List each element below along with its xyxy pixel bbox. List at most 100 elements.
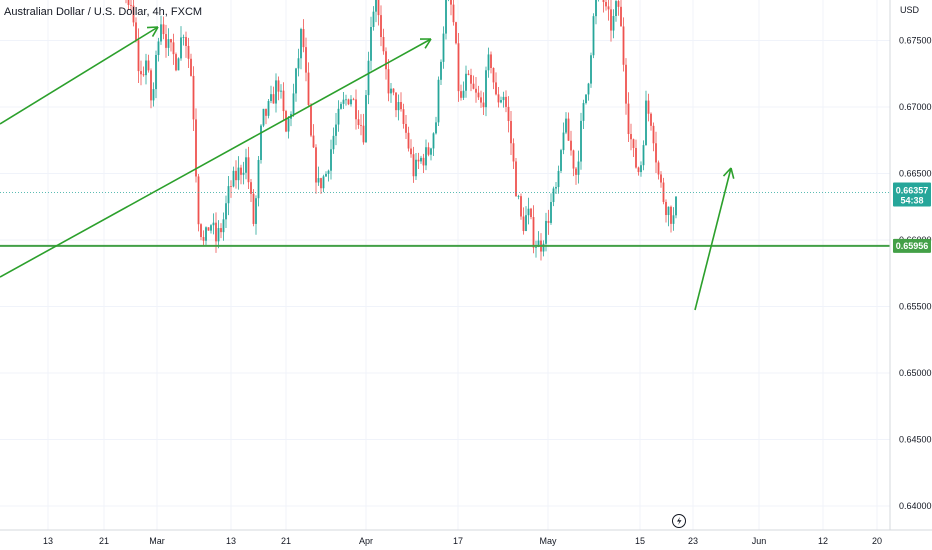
candle-body xyxy=(285,111,287,131)
candle-body xyxy=(660,174,662,182)
candle-body xyxy=(630,134,632,139)
candle-body xyxy=(463,91,465,98)
time-tick-label: 17 xyxy=(453,536,463,546)
candle-body xyxy=(525,215,527,231)
candle-body xyxy=(558,171,560,187)
candle-body xyxy=(505,97,507,107)
candle-body xyxy=(395,93,397,111)
candle-body xyxy=(373,12,375,27)
candle-body xyxy=(390,89,392,94)
candle-body xyxy=(605,2,607,6)
candle-body xyxy=(165,34,167,48)
candle-body xyxy=(628,104,630,134)
candle-body xyxy=(243,173,245,175)
candle-body xyxy=(440,62,442,80)
candle-body xyxy=(610,9,612,30)
candle-body xyxy=(308,73,310,105)
candle-body xyxy=(218,228,220,241)
candle-body xyxy=(225,203,227,219)
price-tick-label: 0.67000 xyxy=(899,102,932,112)
candle-body xyxy=(350,99,352,104)
candle-body xyxy=(455,22,457,43)
candle-body xyxy=(235,171,237,180)
candle-body xyxy=(428,147,430,154)
candle-body xyxy=(618,1,620,7)
candle-body xyxy=(615,1,617,16)
candle-body xyxy=(640,165,642,172)
candle-body xyxy=(405,124,407,133)
candle-body xyxy=(318,178,320,182)
time-tick-label: Jun xyxy=(752,536,767,546)
candle-body xyxy=(568,119,570,141)
candle-body xyxy=(433,133,435,148)
price-tick-label: 0.65500 xyxy=(899,302,932,312)
candle-body xyxy=(265,109,267,116)
candle-body xyxy=(340,104,342,109)
candle-body xyxy=(565,119,567,133)
candle-body xyxy=(635,148,637,168)
candle-body xyxy=(188,46,190,59)
candle-body xyxy=(535,247,537,248)
chart-title: Australian Dollar / U.S. Dollar, 4h, FXC… xyxy=(4,6,202,18)
candle-body xyxy=(155,55,157,89)
candle-body xyxy=(363,126,365,143)
candle-body xyxy=(208,227,210,230)
candle-body xyxy=(183,37,185,38)
price-tick-label: 0.64000 xyxy=(899,501,932,511)
candle-body xyxy=(410,149,412,155)
candle-body xyxy=(478,93,480,98)
candle-body xyxy=(315,147,317,182)
candle-body xyxy=(255,198,257,224)
candle-body xyxy=(403,109,405,124)
time-tick-label: 20 xyxy=(872,536,882,546)
candle-body xyxy=(275,80,277,103)
candle-body xyxy=(198,176,200,224)
candle-body xyxy=(583,103,585,121)
candle-body xyxy=(435,122,437,133)
candle-body xyxy=(140,71,142,74)
candle-body xyxy=(333,136,335,149)
candle-body xyxy=(240,168,242,175)
candle-body xyxy=(253,194,255,224)
candle-body xyxy=(303,29,305,47)
candle-body xyxy=(493,68,495,82)
time-tick-label: 21 xyxy=(281,536,291,546)
candle-body xyxy=(250,182,252,194)
candle-body xyxy=(653,126,655,143)
candle-body xyxy=(415,160,417,176)
candle-body xyxy=(228,186,230,203)
candle-body xyxy=(375,0,377,12)
currency-label: USD xyxy=(900,5,920,15)
price-axis[interactable] xyxy=(890,0,932,530)
time-tick-label: 21 xyxy=(99,536,109,546)
candle-body xyxy=(378,0,380,15)
candle-body xyxy=(158,41,160,55)
candle-body xyxy=(278,80,280,91)
candle-body xyxy=(563,133,565,151)
candle-body xyxy=(638,168,640,173)
candle-body xyxy=(513,143,515,161)
candle-body xyxy=(438,80,440,123)
price-tick-label: 0.65000 xyxy=(899,368,932,378)
candle-body xyxy=(268,101,270,116)
price-tick-label: 0.67500 xyxy=(899,36,932,46)
candle-body xyxy=(425,147,427,165)
candle-body xyxy=(323,176,325,188)
time-tick-label: 13 xyxy=(43,536,53,546)
candle-body xyxy=(310,105,312,136)
candle-body xyxy=(498,94,500,102)
candle-body xyxy=(343,100,345,104)
candle-body xyxy=(178,58,180,70)
candle-body xyxy=(143,74,145,75)
candle-body xyxy=(233,171,235,187)
candle-body xyxy=(263,109,265,126)
candle-body xyxy=(345,99,347,100)
candle-body xyxy=(293,93,295,114)
candle-body xyxy=(393,89,395,93)
candle-body xyxy=(153,89,155,100)
candle-body xyxy=(135,22,137,40)
price-tick-label: 0.64500 xyxy=(899,435,932,445)
time-tick-label: Mar xyxy=(149,536,165,546)
candle-body xyxy=(383,37,385,51)
